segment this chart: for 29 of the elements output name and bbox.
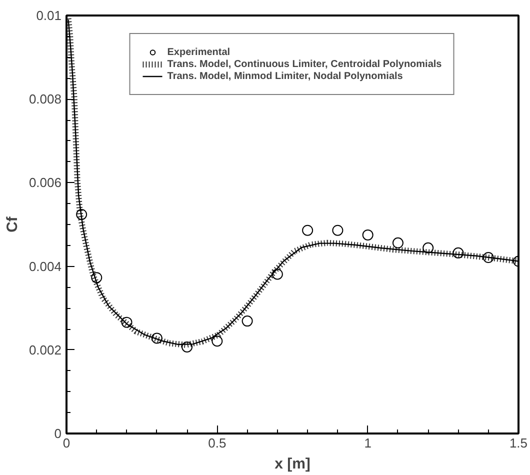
y-tick-label: 0.002 [28, 342, 62, 358]
y-tick-label: 0.004 [28, 258, 62, 274]
point [392, 237, 404, 248]
point [362, 229, 374, 240]
y-tick-label: 0.01 [36, 8, 62, 23]
point [272, 268, 283, 280]
y-tick-label: 0.006 [28, 175, 62, 190]
y-axis-title: Cf [4, 216, 21, 232]
x-tick-label: 0.5 [208, 436, 226, 450]
x-axis-title: x [m] [274, 456, 310, 472]
legend-label: Experimental [167, 46, 230, 58]
point [121, 316, 132, 328]
point [182, 341, 193, 352]
legend-label: Trans. Model, Minmod Limiter, Nodal Polynomials [167, 70, 403, 82]
point [422, 242, 434, 254]
point [151, 332, 162, 344]
point [482, 252, 494, 264]
point [91, 272, 102, 284]
point [332, 224, 344, 236]
y-tick-label: 0 [54, 426, 62, 441]
point [302, 224, 314, 236]
point [212, 336, 223, 347]
y-tick-label: 0.008 [28, 92, 62, 107]
point [76, 208, 88, 220]
point [452, 247, 464, 258]
legend-label: Trans. Model, Continuous Limiter, Centroidal Polynomials [167, 58, 442, 70]
x-tick-label: 1 [364, 436, 372, 450]
point [242, 316, 253, 327]
x-tick-label: 1.5 [509, 436, 528, 450]
